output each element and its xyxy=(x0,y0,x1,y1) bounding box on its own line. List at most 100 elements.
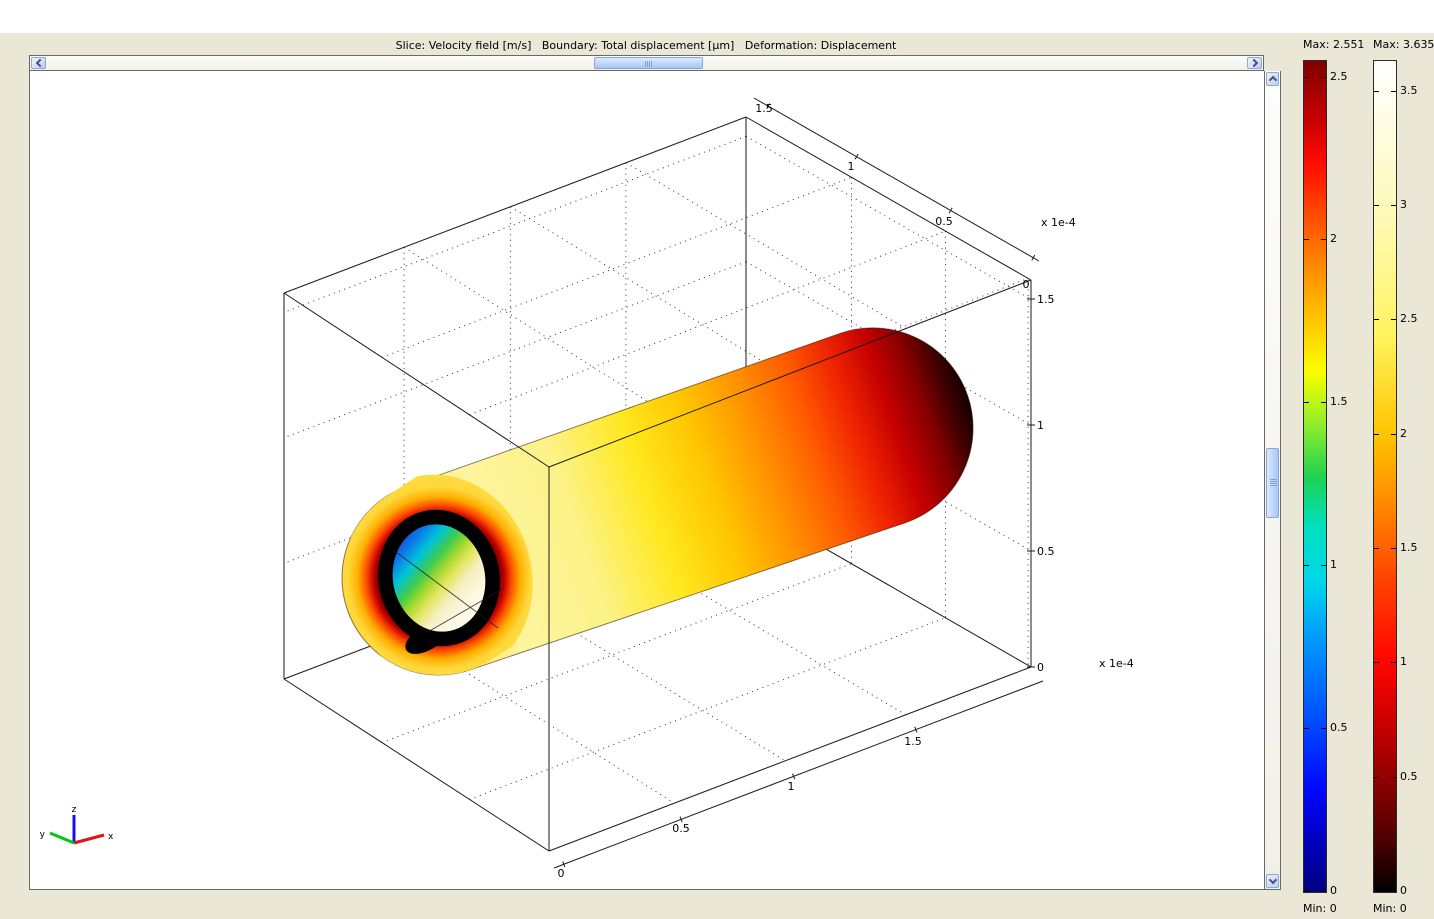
x-axis-ruler xyxy=(553,680,1044,869)
axis-tick xyxy=(948,207,953,214)
chevron-left-icon xyxy=(35,58,44,68)
axis-tick-label: 1.5 xyxy=(755,102,773,115)
axis-tick xyxy=(854,153,859,160)
colorbar-tick xyxy=(1304,728,1309,730)
axis-tick-label: 0.5 xyxy=(935,215,953,228)
vertical-scrollbar[interactable] xyxy=(1264,71,1281,890)
scroll-right-button[interactable] xyxy=(1247,57,1262,69)
colorbar-tick xyxy=(1391,662,1396,664)
axis-tick-label: 0.5 xyxy=(672,822,690,835)
colorbar-tick xyxy=(1321,565,1326,567)
colorbar-tick xyxy=(1304,891,1309,892)
colorbar-tick xyxy=(1321,76,1326,78)
deformed-tube-surface xyxy=(341,327,974,682)
colorbar-tick-label: 0.5 xyxy=(1400,769,1418,783)
axis-tick-label: 0 xyxy=(1037,661,1044,674)
colorbar-tick xyxy=(1321,402,1326,404)
legend-max-label: Max: 3.635 xyxy=(1373,38,1434,51)
triad-z-label: z xyxy=(72,805,77,815)
axis-tick-label: 1 xyxy=(788,780,795,793)
grid-line xyxy=(745,135,1032,300)
grid-line xyxy=(381,563,852,744)
colorbar-tick-label: 1 xyxy=(1330,558,1337,572)
legend-max-label: Max: 2.551 xyxy=(1303,38,1365,51)
orientation-triad: z y x xyxy=(40,805,114,845)
box-edge xyxy=(283,116,747,294)
axis-tick-label: 1 xyxy=(1037,419,1044,432)
legend-min-label: Min: 0 xyxy=(1303,902,1337,915)
thumb-grip xyxy=(1270,479,1277,480)
box-edge xyxy=(548,666,1032,852)
colorbar-tick-label: 0 xyxy=(1330,884,1337,897)
axis-tick xyxy=(679,816,683,823)
axis-tick xyxy=(1031,254,1036,261)
thumb-grip xyxy=(648,61,650,67)
chevron-up-icon xyxy=(1268,75,1277,85)
colorbar-tick-label: 2.5 xyxy=(1400,312,1418,326)
axis-tick-label: 0.5 xyxy=(1037,545,1055,558)
colorbar-velocity xyxy=(1303,60,1327,893)
colorbar-tick xyxy=(1391,776,1396,778)
grid-line xyxy=(625,162,906,330)
plot-canvas[interactable]: 1.5 1 0.5 0 0 0.5 1 1.5 1.5 1 0.5 0 x 1e-4 x 1e-4 z y… xyxy=(29,71,1264,890)
triad-x-label: x xyxy=(108,832,114,842)
colorbar-tick-label: 2 xyxy=(1330,232,1337,246)
horizontal-scrollbar[interactable] xyxy=(29,55,1264,71)
colorbar-tick-label: 3 xyxy=(1400,198,1407,212)
colorbar-tick xyxy=(1321,239,1326,241)
grid-line xyxy=(403,246,675,419)
box-edge xyxy=(745,116,1032,281)
colorbar-tick xyxy=(1304,76,1309,78)
colorbar-tick xyxy=(1374,776,1379,778)
axis-tick xyxy=(766,103,771,110)
vertical-scrollbar-thumb[interactable] xyxy=(1266,448,1279,518)
axis-tick-label: 1.5 xyxy=(904,735,922,748)
slice-edge xyxy=(425,587,505,634)
colorbar-tick xyxy=(1391,90,1396,92)
colorbar-tick xyxy=(1374,319,1379,321)
scroll-down-button[interactable] xyxy=(1266,874,1279,888)
grid-line xyxy=(510,206,786,376)
colorbar-tick-label: 2.5 xyxy=(1330,69,1348,83)
axis-tick-label: 0 xyxy=(1023,278,1030,291)
axis-tick xyxy=(914,726,918,733)
y-axis-ruler xyxy=(753,97,1040,262)
colorbar-tick-label: 1.5 xyxy=(1330,395,1348,409)
colorbar-tick xyxy=(1321,891,1326,892)
y-axis-scale-label: x 1e-4 xyxy=(1041,216,1076,229)
plot-3d-view[interactable]: 1.5 1 0.5 0 0 0.5 1 1.5 1.5 1 0.5 0 x 1e-4 x 1e-4 z y… xyxy=(30,71,1264,889)
colorbar-tick xyxy=(1304,239,1309,241)
box-edge xyxy=(283,678,550,852)
inlet-ring xyxy=(378,509,500,647)
wireframe-front xyxy=(283,279,1032,851)
colorbar-tick xyxy=(1391,205,1396,207)
triad-y-axis xyxy=(49,831,75,845)
colorbar-tick-label: 0.5 xyxy=(1330,721,1348,735)
colorbar-tick xyxy=(1374,891,1379,892)
thumb-grip xyxy=(1270,485,1277,486)
axis-tick-label: 1.5 xyxy=(1037,293,1055,306)
thumb-grip xyxy=(1270,481,1277,482)
slice-edge xyxy=(395,551,499,629)
colorbar-tick xyxy=(1374,433,1379,435)
colorbar-tick xyxy=(1391,891,1396,892)
colorbar-tick xyxy=(1374,548,1379,550)
colorbar-tick xyxy=(1321,728,1326,730)
box-edge xyxy=(548,279,1032,468)
axis-rulers xyxy=(553,97,1044,869)
scroll-left-button[interactable] xyxy=(31,57,46,69)
axis-tick xyxy=(562,861,566,868)
thumb-grip xyxy=(646,61,648,67)
legend-min-label: Min: 0 xyxy=(1373,902,1407,915)
colorbar-tick xyxy=(1374,205,1379,207)
grid-line xyxy=(381,176,852,358)
scroll-up-button[interactable] xyxy=(1266,72,1279,86)
horizontal-scrollbar-thumb[interactable] xyxy=(594,57,703,69)
colorbar-tick xyxy=(1374,662,1379,664)
colorbar-tick-label: 1.5 xyxy=(1400,541,1418,555)
colorbar-tick xyxy=(1391,319,1396,321)
colorbar-tick xyxy=(1374,90,1379,92)
colorbar-tick-label: 1 xyxy=(1400,655,1407,669)
triad-x-axis xyxy=(73,833,105,845)
